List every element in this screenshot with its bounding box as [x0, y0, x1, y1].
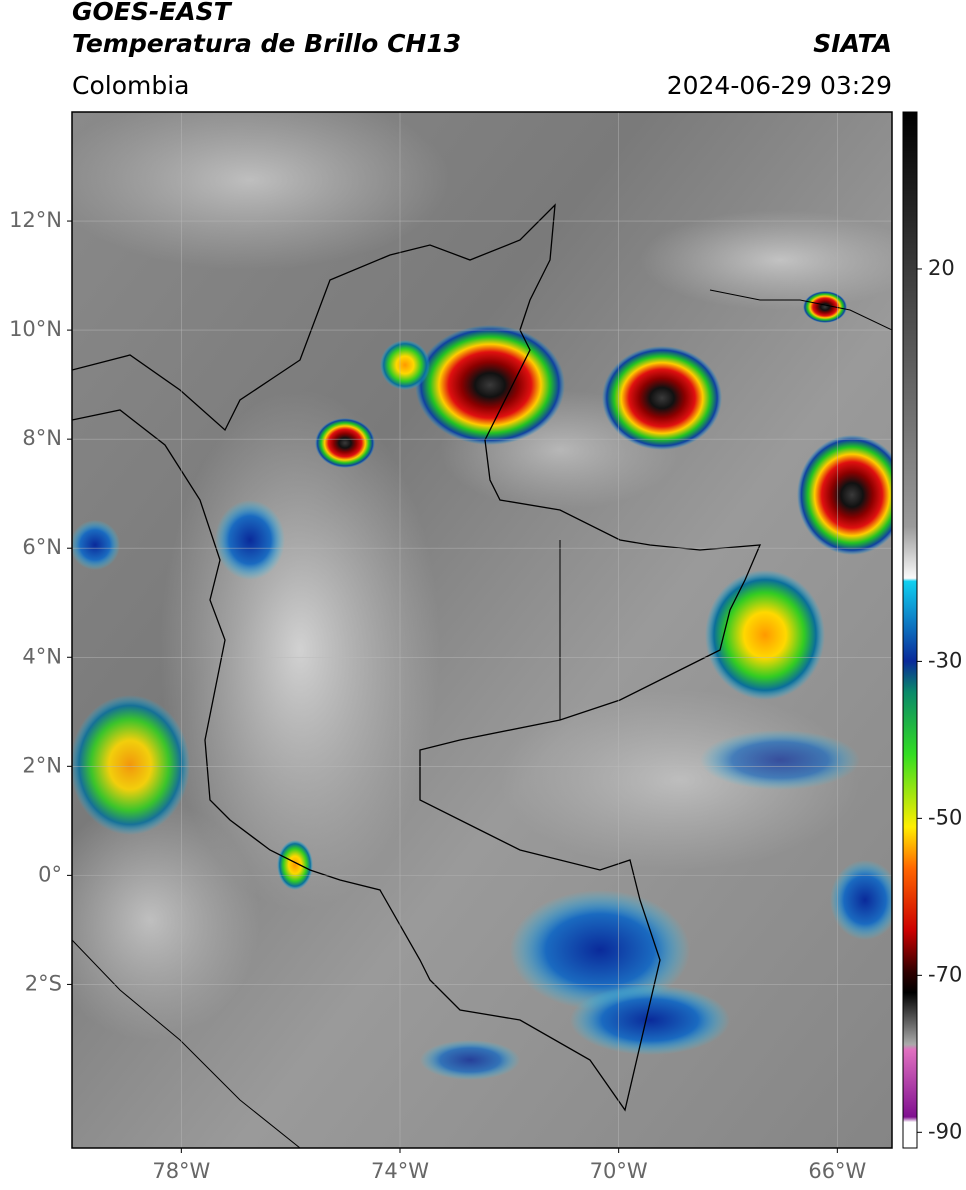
colorbar-tick-label: -90 — [928, 1119, 962, 1143]
graticule — [72, 112, 892, 1148]
lon-tick-label: 70°W — [590, 1159, 648, 1183]
lat-tick-label: 2°S — [25, 971, 62, 995]
lat-tick-label: 0° — [38, 862, 62, 886]
colorbar — [902, 111, 918, 1149]
lat-tick-label: 10°N — [9, 317, 62, 341]
lat-tick-label: 12°N — [9, 208, 62, 232]
map-frame — [71, 111, 893, 1149]
lat-tick-label: 8°N — [22, 426, 62, 450]
lon-tick-label: 78°W — [152, 1159, 210, 1183]
datetime: 2024-06-29 03:29 — [667, 71, 892, 100]
lat-tick-label: 4°N — [22, 644, 62, 668]
lat-tick-label: 2°N — [22, 753, 62, 777]
subtitle: Temperatura de Brillo CH13 — [72, 29, 461, 58]
lon-tick-label: 66°W — [808, 1159, 866, 1183]
colorbar-tick-label: 20 — [928, 256, 955, 280]
lat-tick-label: 6°N — [22, 535, 62, 559]
colorbar-tick-label: -50 — [928, 805, 962, 829]
title: GOES-EAST — [72, 0, 233, 26]
satellite-image — [72, 112, 892, 1148]
source: SIATA — [813, 29, 892, 58]
lon-tick-label: 74°W — [371, 1159, 429, 1183]
region: Colombia — [72, 71, 189, 100]
colorbar-tick-label: -70 — [928, 962, 962, 986]
colorbar-tick-label: -30 — [928, 648, 962, 672]
